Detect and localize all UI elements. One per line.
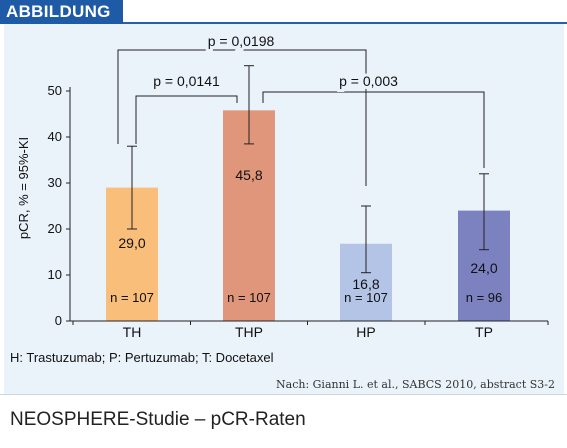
significance-bracket [117,49,367,186]
x-tick-label: TH [123,324,142,340]
p-value-label: p = 0,003 [339,73,398,89]
y-tick-label: 0 [55,313,62,328]
figure-tag: ABBILDUNG [0,0,123,24]
bar-chart: 0 10 20 30 40 50 29,0 n = 107 TH 45,8 n = 107 THP 1… [16,33,549,340]
n-label: n = 107 [110,290,154,305]
y-tick-label: 20 [48,221,62,236]
y-tick-label: 10 [48,267,62,282]
n-label: n = 96 [466,290,503,305]
p-value-label: p = 0,0198 [208,33,275,49]
n-label: n = 107 [227,290,271,305]
value-label: 24,0 [470,260,497,276]
value-label: 29,0 [118,235,145,251]
x-tick-label: TP [475,324,493,340]
header-rule [0,22,567,24]
y-tick-label: 50 [48,83,62,98]
x-tick-label: HP [356,324,375,340]
x-tick-label: THP [235,324,263,340]
bar-thp [223,110,275,321]
n-label: n = 107 [344,290,388,305]
chart-panel [4,22,564,395]
p-value-label: p = 0,0141 [153,73,220,89]
significance-bracket [262,91,485,168]
value-label: 16,8 [352,276,379,292]
y-tick-label: 40 [48,129,62,144]
significance-bracket [135,95,238,144]
abbreviation-legend: H: Trastuzumab; P: Pertuzumab; T: Doceta… [10,350,274,365]
caption-bar: NEOSPHERE-Studie – pCR-Raten [0,394,567,448]
caption-title: NEOSPHERE-Studie – pCR-Raten [10,409,306,430]
y-tick-label: 30 [48,175,62,190]
y-axis-label: pCR, % = 95%-KI [16,137,31,239]
source-citation: Nach: Gianni L. et al., SABCS 2010, abst… [276,378,555,391]
value-label: 45,8 [235,167,262,183]
